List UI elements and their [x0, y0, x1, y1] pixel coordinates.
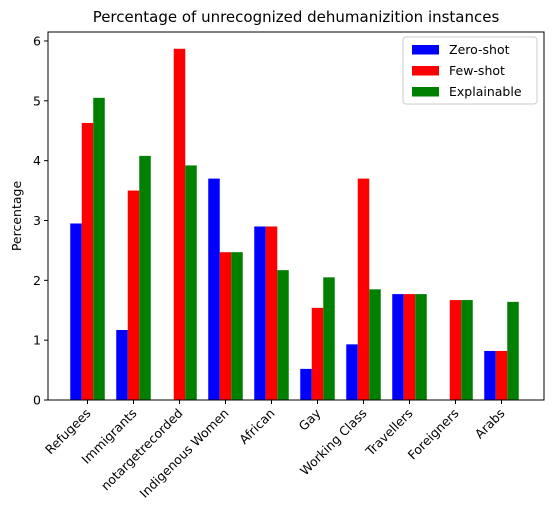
bar-few-shot-gay: [311, 307, 324, 400]
y-axis-ticks: 0 1 2 3 4 5 6: [33, 33, 48, 408]
bar-few-shot-african: [265, 226, 278, 400]
legend-swatch: [412, 45, 439, 55]
legend-label: Zero-shot: [449, 42, 510, 57]
legend-label: Few-shot: [449, 63, 505, 78]
y-tick-label: 5: [33, 93, 41, 108]
bar-explainable-immigrants: [139, 155, 151, 400]
bar-explainable-arabs: [507, 301, 519, 400]
y-axis-label: Percentage: [9, 181, 24, 252]
y-tick-label: 4: [33, 153, 41, 168]
y-tick-label: 1: [33, 333, 41, 348]
bar-zero-shot-indigenous-women: [208, 178, 220, 400]
y-tick-label: 3: [33, 213, 41, 228]
bar-few-shot-foreigners: [449, 300, 462, 400]
bar-explainable-indigenous-women: [231, 252, 243, 400]
bar-zero-shot-working-class: [346, 344, 358, 400]
bar-explainable-refugees: [93, 97, 105, 400]
y-tick-label: 0: [33, 393, 41, 408]
bar-zero-shot-travellers: [392, 294, 404, 400]
y-tick-label: 6: [33, 33, 41, 48]
bar-zero-shot-african: [254, 226, 266, 400]
x-tick-label: Arabs: [472, 406, 508, 442]
x-tick-label: Gay: [296, 405, 325, 434]
y-tick-label: 2: [33, 273, 41, 288]
bar-few-shot-working-class: [357, 178, 370, 400]
bars-group: [70, 48, 519, 401]
bar-few-shot-immigrants: [127, 190, 140, 400]
x-tick-label: notargetrecorded: [98, 406, 186, 494]
bar-few-shot-arabs: [495, 350, 508, 400]
legend-swatch: [412, 66, 439, 76]
bar-explainable-foreigners: [461, 300, 473, 400]
bar-few-shot-travellers: [403, 294, 416, 400]
legend-swatch: [412, 87, 439, 97]
bar-zero-shot-immigrants: [116, 329, 128, 400]
x-tick-label: Indigenous Women: [136, 406, 231, 501]
x-axis-ticks: RefugeesImmigrantsnotargetrecordedIndige…: [42, 400, 508, 501]
bar-explainable-working-class: [369, 289, 381, 400]
bar-few-shot-indigenous-women: [219, 252, 232, 400]
bar-explainable-notargetrecorded: [185, 165, 197, 400]
bar-explainable-travellers: [415, 294, 427, 400]
x-tick-label: African: [236, 406, 277, 447]
bar-zero-shot-gay: [300, 368, 312, 400]
bar-explainable-gay: [323, 277, 335, 400]
bar-explainable-african: [277, 270, 289, 400]
legend-label: Explainable: [449, 84, 522, 99]
bar-few-shot-refugees: [81, 122, 94, 400]
bar-zero-shot-arabs: [484, 350, 496, 400]
chart-title: Percentage of unrecognized dehumanizitio…: [93, 8, 500, 26]
legend: Zero-shot Few-shot Explainable: [402, 36, 538, 105]
plot-frame: [47, 31, 545, 401]
bar-zero-shot-refugees: [70, 223, 82, 400]
bar-few-shot-notargetrecorded: [173, 48, 186, 401]
